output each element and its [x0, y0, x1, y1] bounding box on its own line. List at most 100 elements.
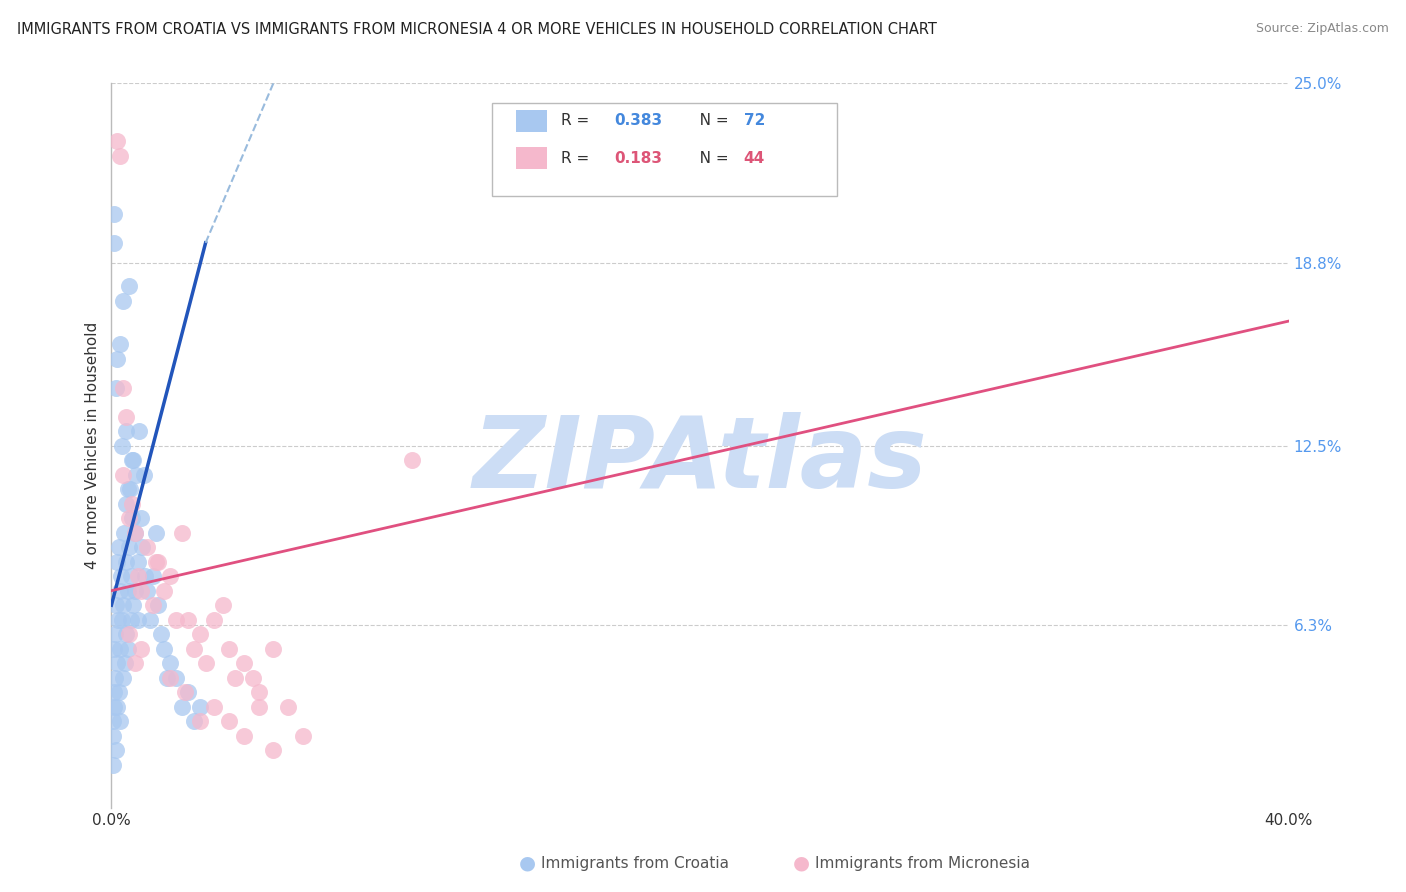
Point — [242, 671, 264, 685]
Point — [224, 671, 246, 685]
Point — [132, 467, 155, 482]
Point — [121, 511, 143, 525]
Point — [159, 656, 181, 670]
Point — [117, 482, 139, 496]
Point — [118, 627, 141, 641]
Point — [218, 641, 240, 656]
Text: ●: ● — [793, 854, 810, 873]
Point — [188, 714, 211, 728]
Point — [177, 685, 200, 699]
Point — [104, 671, 127, 685]
Point — [121, 598, 143, 612]
Point — [115, 627, 138, 641]
Point — [108, 583, 131, 598]
Point — [115, 497, 138, 511]
Point — [165, 613, 187, 627]
Point — [153, 641, 176, 656]
Point — [103, 699, 125, 714]
Text: 0.183: 0.183 — [614, 151, 662, 166]
Text: ●: ● — [519, 854, 536, 873]
Point — [277, 699, 299, 714]
Point — [104, 381, 127, 395]
Point — [120, 569, 142, 583]
Point — [129, 511, 152, 525]
Point — [110, 337, 132, 351]
Point — [129, 583, 152, 598]
Point — [165, 671, 187, 685]
Point — [124, 525, 146, 540]
Point — [170, 525, 193, 540]
Point — [117, 583, 139, 598]
Point — [188, 699, 211, 714]
Text: IMMIGRANTS FROM CROATIA VS IMMIGRANTS FROM MICRONESIA 4 OR MORE VEHICLES IN HOUS: IMMIGRANTS FROM CROATIA VS IMMIGRANTS FR… — [17, 22, 936, 37]
Point — [114, 555, 136, 569]
Point — [127, 613, 149, 627]
Point — [125, 467, 148, 482]
Point — [117, 641, 139, 656]
Text: 72: 72 — [744, 113, 765, 128]
Text: R =: R = — [561, 151, 595, 166]
Point — [202, 613, 225, 627]
Point — [107, 540, 129, 554]
Point — [148, 555, 170, 569]
Point — [148, 598, 170, 612]
Point — [103, 714, 125, 728]
Point — [247, 685, 270, 699]
Point — [105, 351, 128, 366]
Point — [142, 569, 165, 583]
Point — [401, 453, 423, 467]
Point — [105, 656, 128, 670]
Point — [122, 453, 145, 467]
Point — [105, 555, 128, 569]
Point — [129, 641, 152, 656]
Point — [112, 467, 135, 482]
Point — [105, 135, 128, 149]
Point — [110, 641, 132, 656]
Point — [103, 207, 125, 221]
Point — [135, 583, 157, 598]
Point — [121, 497, 143, 511]
Point — [159, 671, 181, 685]
Text: N =: N = — [685, 113, 733, 128]
Point — [111, 613, 134, 627]
Point — [183, 714, 205, 728]
Point — [115, 424, 138, 438]
Point — [120, 613, 142, 627]
Point — [112, 381, 135, 395]
Point — [103, 235, 125, 250]
Point — [174, 685, 197, 699]
Point — [110, 569, 132, 583]
Text: ZIPAtlas: ZIPAtlas — [472, 412, 928, 508]
Point — [111, 671, 134, 685]
Point — [212, 598, 235, 612]
Point — [115, 409, 138, 424]
Point — [103, 641, 125, 656]
Point — [108, 685, 131, 699]
Text: R =: R = — [561, 113, 595, 128]
Point — [232, 656, 254, 670]
Point — [142, 598, 165, 612]
Point — [124, 656, 146, 670]
Point — [170, 699, 193, 714]
Point — [104, 627, 127, 641]
Point — [112, 598, 135, 612]
Point — [118, 540, 141, 554]
Point — [103, 685, 125, 699]
Point — [247, 699, 270, 714]
Point — [105, 699, 128, 714]
Text: Immigrants from Croatia: Immigrants from Croatia — [541, 856, 730, 871]
Point — [111, 439, 134, 453]
Point — [118, 279, 141, 293]
Point — [145, 525, 167, 540]
Point — [107, 613, 129, 627]
Y-axis label: 4 or more Vehicles in Household: 4 or more Vehicles in Household — [86, 322, 100, 569]
Point — [121, 453, 143, 467]
Point — [118, 511, 141, 525]
Point — [138, 613, 160, 627]
Text: 44: 44 — [744, 151, 765, 166]
Point — [127, 569, 149, 583]
Text: Source: ZipAtlas.com: Source: ZipAtlas.com — [1256, 22, 1389, 36]
Point — [134, 569, 156, 583]
Point — [218, 714, 240, 728]
Text: N =: N = — [685, 151, 733, 166]
